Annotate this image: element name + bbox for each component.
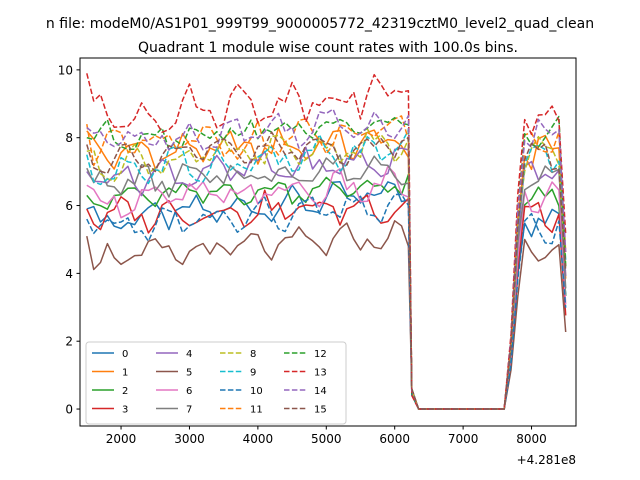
x-tick-label: 6000 [379,432,410,446]
legend-label: 15 [314,405,327,416]
chart-title: Quadrant 1 module wise count rates with … [138,40,518,56]
legend-label: 4 [186,349,192,360]
legend-label: 7 [186,405,192,416]
x-tick-label: 2000 [106,432,137,446]
legend-label: 2 [122,386,128,397]
legend-label: 14 [314,386,327,397]
y-tick-label: 4 [65,267,73,281]
axes-frame [79,57,577,427]
x-tick-label: 5000 [311,432,342,446]
x-tick-label: 3000 [174,432,205,446]
legend-label: 6 [186,386,192,397]
legend-label: 13 [314,368,327,379]
figure-suptitle: n file: modeM0/AS1P01_999T99_9000005772_… [46,16,594,32]
plot-area [86,73,567,410]
legend-box [85,341,347,425]
series-line-13 [86,73,567,410]
x-axis-offset-label: +4.281e8 [517,453,576,467]
legend-label: 9 [250,368,256,379]
y-tick-label: 8 [65,131,73,145]
y-tick-label: 2 [65,335,73,349]
y-tick-label: 6 [65,199,73,213]
legend-label: 3 [122,405,128,416]
legend-label: 0 [122,349,128,360]
legend-label: 5 [186,368,192,379]
series-line-15 [86,131,567,410]
y-tick-label: 10 [58,63,73,77]
legend-label: 12 [314,349,327,360]
legend-label: 11 [250,405,263,416]
legend-label: 1 [122,368,128,379]
legend-label: 10 [250,386,263,397]
x-tick-label: 7000 [448,432,479,446]
x-tick-label: 4000 [243,432,274,446]
x-tick-label: 8000 [516,432,547,446]
legend-label: 8 [250,349,256,360]
y-tick-label: 0 [65,403,73,417]
